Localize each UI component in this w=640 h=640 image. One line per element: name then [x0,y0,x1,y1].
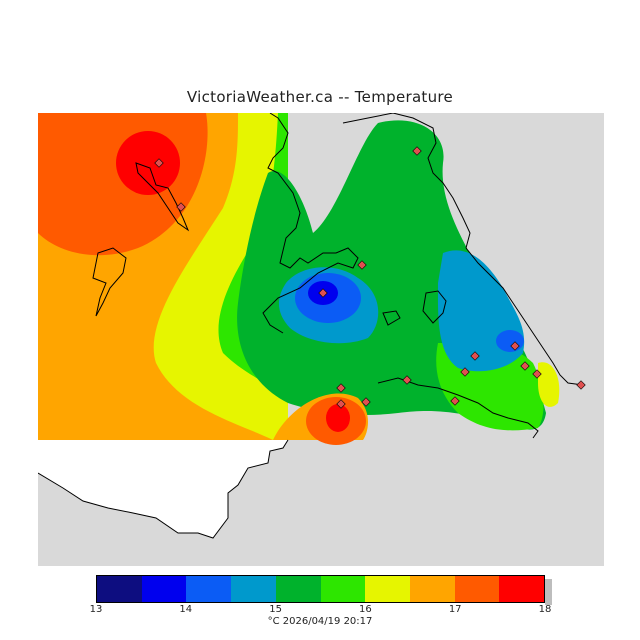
coastline-islands-nw [135,162,190,232]
legend-tick-label: 15 [269,604,282,615]
weather-stations [154,146,586,409]
legend-swatch [499,576,545,602]
coastline-island-center [422,290,447,324]
coastline-island-west [92,247,127,317]
band-145-15-east [496,330,524,352]
legend-bar [96,575,545,603]
coastline-peninsula [262,113,359,334]
legend-tick-label: 13 [89,604,103,615]
legend-tick-label: 14 [179,604,193,615]
legend-swatch [231,576,276,602]
station-marker[interactable] [402,375,412,385]
legend-swatch [141,576,187,602]
units-timestamp: °C 2026/04/19 20:17 [267,616,373,627]
coastline-south-shore [38,439,289,539]
band-above-18-south [326,404,350,432]
legend-swatch [365,576,410,602]
station-marker[interactable] [460,367,470,377]
coastline-east-shore [465,247,584,386]
color-legend [96,575,545,603]
station-marker[interactable] [450,396,460,406]
water-south [38,440,288,538]
legend-swatch [97,576,142,602]
temperature-map[interactable] [38,113,604,566]
station-marker[interactable] [520,361,530,371]
coastline-north-islands [342,113,471,249]
legend-swatch [454,576,500,602]
map-svg [38,113,604,566]
legend-shadow [545,579,552,605]
legend-swatch [275,576,321,602]
band-above-18-nw [116,131,180,195]
station-marker[interactable] [532,369,542,379]
station-marker[interactable] [336,399,346,409]
station-marker[interactable] [154,158,164,168]
station-marker[interactable] [412,146,422,156]
legend-swatch [409,576,455,602]
band-165-17-east [538,362,560,407]
station-marker[interactable] [361,397,371,407]
station-marker[interactable] [357,260,367,270]
legend-tick-label: 18 [538,604,552,615]
station-marker[interactable] [318,288,328,298]
map-title: VictoriaWeather.ca -- Temperature [186,88,454,106]
coastline-south-channel [377,377,539,439]
station-marker[interactable] [576,380,586,390]
station-marker[interactable] [176,202,186,212]
legend-ticks: 13 14 15 16 17 18 [90,604,552,618]
legend-swatch [320,576,366,602]
legend-swatch [186,576,232,602]
station-marker[interactable] [336,383,346,393]
station-marker[interactable] [510,341,520,351]
coastline-island-small [382,310,401,326]
legend-tick-label: 16 [359,604,372,615]
station-marker[interactable] [470,351,480,361]
legend-tick-label: 17 [448,604,462,615]
